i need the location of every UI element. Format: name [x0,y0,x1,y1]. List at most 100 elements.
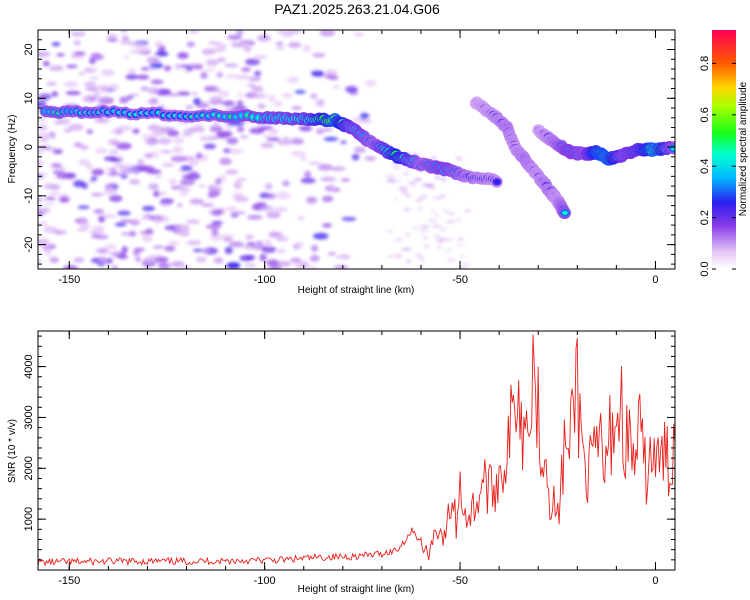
spectrogram-noise-cell [78,217,88,224]
spectrogram-noise-cell [323,127,333,132]
colorbar-tick-label: 0.0 [699,261,711,276]
ridge-cell-core [494,179,500,184]
spectrogram-noise-cell [98,96,115,105]
spectrogram-noise-cell [170,261,185,268]
spectrogram-noise-cell [211,228,219,236]
spectrogram-ridges-layer [39,96,675,220]
snr-frame [37,330,676,571]
spectrogram-noise-cell [155,174,162,179]
spectrogram-noise-cell [213,257,224,264]
spectrogram-noise-cell [56,53,65,57]
spectrogram-noise-cell [92,225,105,232]
spectrogram-noise-cell [230,41,243,48]
spectrogram-noise-cell [199,135,212,142]
spectrogram-y-axis-label: Frequency (Hz) [7,115,18,184]
spectrogram-noise-cell [405,167,411,171]
spectrogram-noise-cell [388,254,396,258]
spectrogram-noise-cell [244,263,257,268]
spectrogram-noise-cell [414,177,421,181]
spectrogram-noise-cell [230,213,239,218]
spectrogram-noise-cell [290,150,307,157]
spectrogram-noise-cell [257,103,266,110]
spectrogram-noise-cell [261,246,277,254]
spectrogram-noise-cell [48,191,62,196]
snr-panel: -150 -100 -50 0 1000 2000 3000 4000 Height of … [7,330,676,595]
spectrogram-noise-cell [198,184,207,188]
spectrogram-noise-cell [332,85,341,89]
spectrogram-noise-cell [253,54,268,60]
spectrogram-noise-cell [38,51,51,57]
spectrogram-noise-cell [91,168,105,176]
spectrogram-noise-cell [228,148,245,154]
spectrogram-noise-cell [455,243,465,247]
spectrogram-noise-cell [321,195,334,203]
spectrogram-noise-cell [365,79,377,87]
spectrogram-noise-cell [154,217,161,225]
spectrogram-noise-cell [405,233,410,237]
spectrogram-noise-cell [38,207,51,214]
y-tick-label: 20 [23,43,35,55]
spectrogram-noise-cell [142,205,155,212]
spectrogram-noise-cell [191,91,198,97]
spectrogram-noise-cell [120,167,136,173]
spectrogram-noise-cell [205,68,216,72]
colorbar-tick-label: 0.2 [699,210,711,225]
spectrogram-noise-cell [51,42,61,47]
spectrogram-noise-cell [269,129,279,135]
spectrogram-noise-cell [159,127,175,132]
spectrogram-noise-cell [63,81,79,88]
spectrogram-noise-cell [111,141,120,146]
spectrogram-noise-cell [174,223,187,231]
spectrogram-noise-cell [300,156,307,162]
spectrogram-noise-cell [324,74,335,79]
spectrogram-noise-cell [149,62,164,69]
spectrogram-noise-cell [226,137,239,145]
spectrogram-noise-cell [178,186,191,192]
spectrogram-noise-cell [304,170,312,179]
spectrogram-noise-cell [443,248,453,252]
spectrogram-noise-cell [224,246,233,255]
spectrogram-noise-cell [73,39,81,46]
spectrogram-noise-cell [123,55,130,59]
spectrogram-noise-cell [84,68,93,73]
y-tick-label: -10 [23,188,35,204]
spectrogram-noise-cell [78,158,90,166]
spectrogram-noise-cell [216,71,223,78]
spectrogram-noise-cell [259,253,267,262]
spectrogram-noise-cell [275,191,291,200]
spectrogram-noise-cell [38,243,51,248]
snr-plot-area [38,331,675,570]
spectrogram-noise-cell [260,142,275,149]
spectrogram-noise-cell [105,243,117,250]
spectrogram-noise-cell [299,261,309,267]
spectrogram-noise-cell [142,234,153,243]
spectrogram-noise-cell [245,58,261,66]
spectrogram-noise-cell [275,41,283,46]
spectrogram-noise-cell [254,202,267,207]
spectrogram-noise-cell [68,123,84,131]
spectrogram-noise-cell [454,218,462,222]
spectrogram-noise-cell [38,238,50,244]
spectrogram-noise-cell [127,68,137,75]
spectrogram-noise-cell [44,196,57,201]
spectrogram-noise-cell [319,30,336,37]
spectrogram-noise-cell [47,131,56,139]
y-tick-label: 4000 [23,354,35,378]
spectrogram-noise-cell [43,226,58,234]
spectrogram-noise-cell [65,90,82,96]
y-tick-label: 2000 [23,456,35,480]
spectrogram-noise-cell [136,45,151,53]
spectrogram-noise-cell [298,125,313,132]
spectrogram-noise-cell [208,136,220,140]
colorbar-ticks: 0.0 0.2 0.4 0.6 0.8 [699,56,736,277]
spectrogram-noise-cell [230,210,246,215]
spectrogram-noise-cell [125,73,139,80]
spectrogram-noise-cell [291,106,302,110]
spectrogram-noise-cell [228,35,243,40]
spectrogram-noise-cell [52,148,63,154]
spectrogram-noise-cell [217,57,226,63]
spectrogram-noise-cell [186,67,193,72]
spectrogram-noise-cell [55,173,70,180]
spectrogram-noise-cell [146,56,161,64]
spectrogram-noise-cell [38,259,43,264]
